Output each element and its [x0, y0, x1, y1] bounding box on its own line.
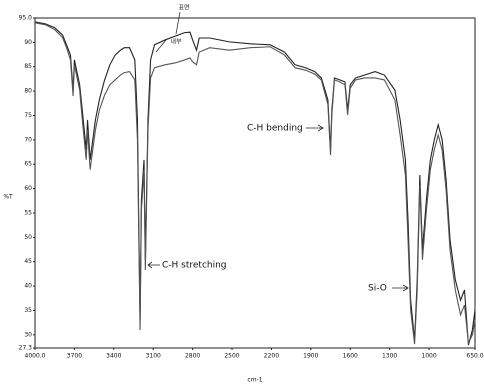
x-tick-label: 1000 — [421, 353, 436, 360]
x-tick-label: 2200 — [264, 353, 279, 360]
annotation-arrow — [306, 124, 324, 132]
annotation-ch-bending: C-H bending — [247, 124, 303, 134]
y-tick-label: 90 — [24, 39, 32, 46]
annotation-arrow — [392, 284, 409, 292]
x-tick-label: 3700 — [67, 353, 82, 360]
y-tick-label: 80 — [24, 88, 32, 95]
y-tick-label: 95.0 — [19, 15, 33, 22]
annotation-leader — [155, 39, 167, 53]
y-tick-label: 85 — [24, 63, 32, 70]
annotation-surface: 표면 — [178, 4, 189, 12]
x-tick-label: 650.0 — [466, 353, 483, 360]
x-tick-label: 1900 — [303, 353, 318, 360]
x-tick-label: 1600 — [343, 353, 358, 360]
x-tick-label: 4000.0 — [25, 353, 46, 360]
spectrum-line — [34, 22, 476, 346]
y-tick-label: 55 — [24, 209, 32, 216]
y-tick-label: 30 — [24, 331, 32, 338]
y-tick-label: 45 — [24, 258, 32, 265]
y-axis-label: %T — [3, 194, 13, 201]
x-tick-label: 2500 — [224, 353, 239, 360]
y-tick-label: 50 — [24, 234, 32, 241]
plot-frame — [34, 17, 476, 349]
spectrum-line — [34, 21, 476, 346]
annotation-arrow — [147, 261, 160, 269]
y-tick-label: 27.3 — [19, 345, 33, 352]
x-tick-label: 3100 — [146, 353, 161, 360]
x-axis-label: cm-1 — [247, 377, 262, 384]
x-tick-label: 1300 — [382, 353, 397, 360]
y-tick-label: 65 — [24, 161, 32, 168]
x-tick-label: 2800 — [185, 353, 200, 360]
annotation-si-o: Si-O — [368, 284, 387, 294]
annotation-ch-stretching: C-H stretching — [162, 261, 227, 271]
x-tick-label: 3400 — [106, 353, 121, 360]
y-tick-label: 35 — [24, 307, 32, 314]
y-tick-label: 40 — [24, 283, 32, 290]
y-tick-label: 60 — [24, 185, 32, 192]
annotation-interior: 내부 — [170, 38, 182, 46]
y-tick-label: 75 — [24, 112, 32, 119]
y-tick-label: 70 — [24, 136, 32, 143]
annotation-leader — [175, 11, 181, 35]
